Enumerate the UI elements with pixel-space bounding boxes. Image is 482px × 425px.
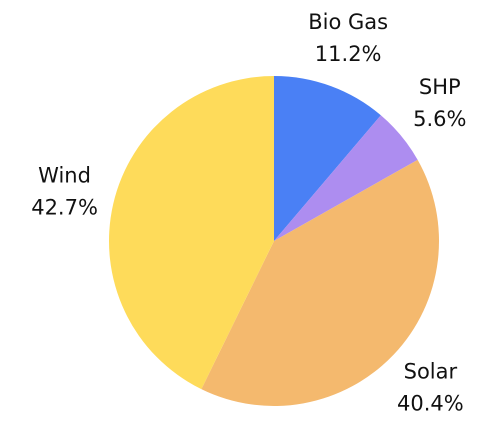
slice-label: Solar	[404, 360, 458, 384]
slice-value-label: 5.6%	[413, 107, 466, 131]
slice-label: Wind	[38, 163, 91, 187]
slice-value-label: 11.2%	[315, 42, 382, 66]
pie-slice	[274, 115, 418, 241]
pie-slice	[108, 76, 274, 390]
slice-label: SHP	[419, 75, 461, 99]
slice-value-label: 40.4%	[397, 392, 464, 416]
pie-slice	[201, 159, 440, 406]
slice-value-label: 42.7%	[31, 195, 98, 219]
slice-label: Bio Gas	[308, 10, 388, 34]
pie-slice	[274, 76, 381, 241]
